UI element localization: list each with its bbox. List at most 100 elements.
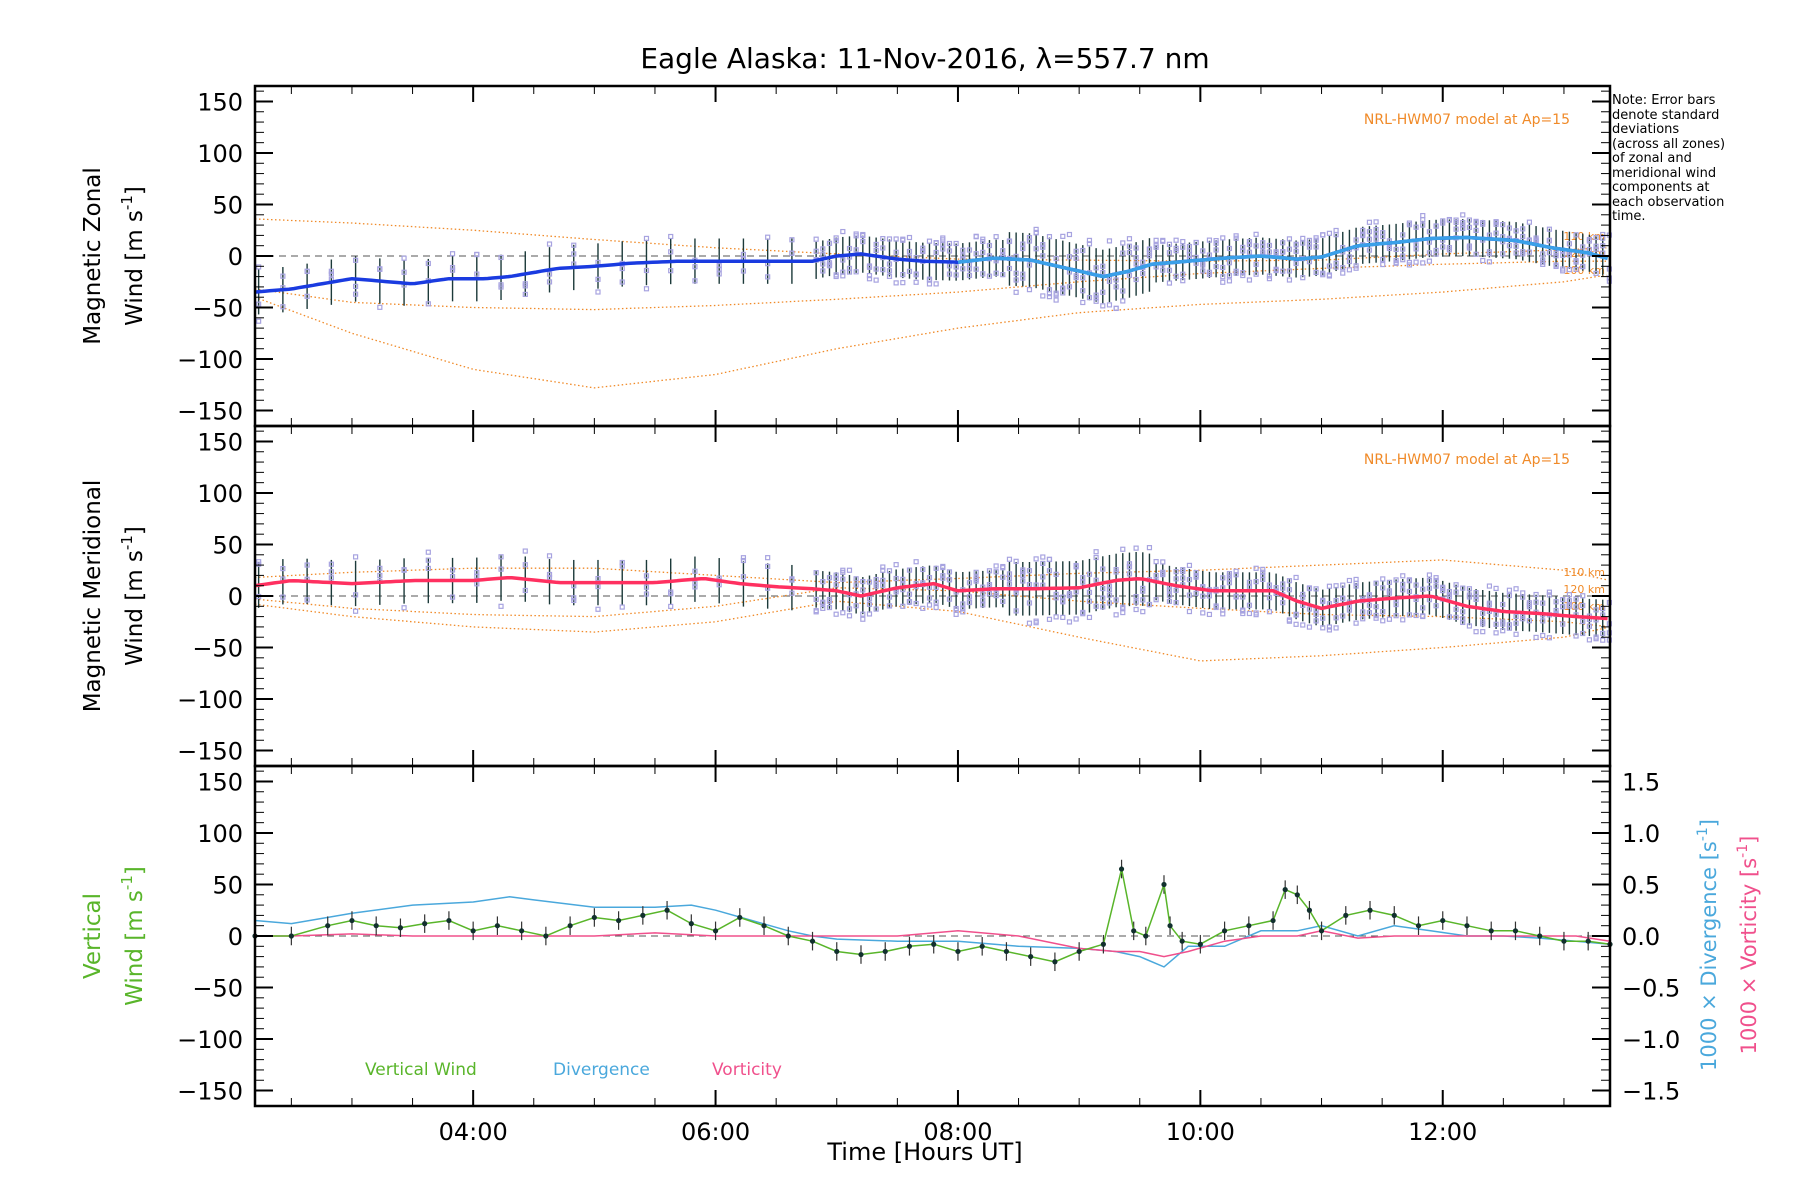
zone-point [1246, 602, 1253, 608]
zone-point [1493, 611, 1499, 617]
zone-point [1220, 235, 1226, 241]
zone-point [1133, 594, 1139, 600]
zone-point [1260, 566, 1266, 572]
zone-point [1373, 615, 1379, 621]
zone-point [1020, 572, 1026, 579]
zone-point [1053, 595, 1059, 601]
zone-point [840, 257, 846, 263]
zone-point [1053, 571, 1059, 577]
zone-point [1113, 305, 1119, 311]
model-curve-2 [254, 274, 1607, 389]
vertical-wind-point [1052, 959, 1058, 965]
zone-point [1293, 611, 1299, 617]
zone-point [619, 279, 625, 285]
zone-point [740, 555, 747, 561]
zone-point [1480, 257, 1486, 264]
zone-point [1280, 600, 1286, 606]
zone-point [1033, 226, 1039, 232]
zone-point [328, 569, 334, 575]
zone-point [1200, 268, 1206, 274]
zone-point [1320, 615, 1326, 621]
zone-point [425, 565, 431, 571]
zone-point [1546, 635, 1553, 641]
zone-point [1566, 592, 1572, 598]
zone-point [1393, 613, 1399, 619]
zone-point [920, 248, 926, 254]
zone-point [940, 246, 946, 252]
zone-point [1493, 621, 1499, 627]
zone-point [1380, 609, 1386, 615]
zone-point [1100, 566, 1106, 572]
zone-point [1573, 604, 1579, 610]
zone-point [1226, 260, 1233, 266]
zone-point [820, 246, 826, 252]
zone-point [993, 593, 999, 599]
zone-point [1313, 244, 1319, 250]
zone-point [668, 233, 674, 240]
zone-point [1213, 240, 1219, 246]
zone-point [1373, 226, 1379, 233]
zone-point [980, 602, 986, 608]
zone-point [1453, 606, 1459, 612]
zone-point [1473, 251, 1479, 257]
zone-point [1113, 284, 1119, 290]
zone-point [1473, 220, 1479, 226]
zone-point [1433, 577, 1439, 584]
zone-point [1480, 629, 1486, 635]
zone-point [546, 574, 553, 581]
vertical-wind-point [1118, 866, 1125, 872]
zone-point [1046, 291, 1053, 297]
zone-point [1540, 632, 1546, 639]
zone-point [1526, 618, 1533, 624]
y-tick-label: 150 [197, 768, 243, 796]
zone-point [1026, 581, 1033, 588]
zone-point [1260, 249, 1266, 255]
zone-point [853, 576, 859, 582]
zone-point [1140, 597, 1146, 603]
x-tick-label: 08:00 [923, 1118, 992, 1146]
zone-point [900, 280, 906, 286]
zone-point [1553, 250, 1559, 256]
zone-point [853, 233, 859, 239]
zone-point [913, 600, 919, 607]
zone-point [1100, 585, 1106, 592]
zone-point [953, 611, 959, 617]
vertical-wind-point [1161, 881, 1167, 888]
wind-line-late [957, 235, 1609, 279]
zone-point [1133, 545, 1139, 551]
zone-point [1446, 614, 1453, 620]
zone-point [873, 241, 879, 248]
zone-point [1060, 233, 1066, 239]
zone-point [643, 584, 650, 590]
zone-point [668, 603, 674, 610]
zone-point [352, 257, 359, 263]
zone-point [893, 249, 899, 255]
zone-point [1573, 232, 1579, 238]
zone-point [1166, 280, 1173, 286]
zone-point [1540, 251, 1546, 257]
y-tick-label: 150 [197, 88, 243, 116]
y2-tick-label: 1.0 [1622, 820, 1660, 848]
zone-point [866, 596, 873, 602]
zone-point [765, 234, 771, 240]
zone-point [1413, 224, 1419, 230]
zone-point [1106, 238, 1113, 244]
zone-point [1326, 272, 1333, 278]
vertical-wind-point [906, 943, 913, 949]
zone-point [1500, 628, 1506, 634]
zone-point [1393, 601, 1399, 608]
vertical-wind-point [1282, 887, 1288, 893]
zone-point [1333, 597, 1339, 604]
zone-point [449, 251, 456, 257]
vertical-wind-point [446, 917, 452, 924]
zone-point [1546, 237, 1553, 243]
zone-point [1553, 607, 1559, 614]
zone-point [813, 596, 819, 602]
vertical-error-bars [254, 859, 1611, 972]
zone-point [886, 236, 893, 242]
zone-point [1266, 276, 1273, 282]
zone-point [352, 554, 359, 560]
zone-point [498, 603, 504, 609]
zone-point [1153, 237, 1159, 243]
zone-point [1380, 256, 1386, 263]
